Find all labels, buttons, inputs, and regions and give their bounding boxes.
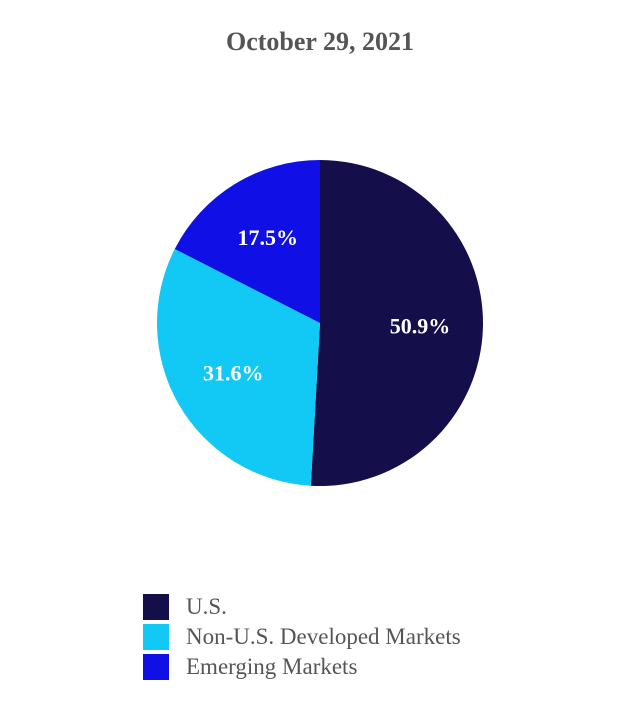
pie-labels: 50.9% 31.6% 17.5%	[203, 225, 450, 385]
legend-label: U.S.	[186, 594, 227, 619]
legend-swatch	[143, 594, 169, 620]
pie-slice-1	[156, 248, 320, 486]
legend: U.S. Non-U.S. Developed Markets Emerging M…	[143, 592, 461, 682]
pie-slice-0	[310, 160, 484, 486]
legend-item: Non-U.S. Developed Markets	[143, 622, 461, 652]
legend-label: Emerging Markets	[186, 654, 358, 679]
pie-slices	[156, 160, 484, 486]
legend-item: U.S.	[143, 592, 461, 622]
legend-swatch	[143, 654, 169, 680]
legend-label: Non-U.S. Developed Markets	[186, 624, 461, 649]
pie-slice-2	[174, 160, 320, 323]
chart-title: October 29, 2021	[226, 27, 414, 56]
legend-item: Emerging Markets	[143, 652, 461, 682]
slice-value-label: 31.6%	[203, 360, 264, 385]
legend-swatch	[143, 624, 169, 650]
slice-value-label: 50.9%	[390, 313, 451, 338]
slice-value-label: 17.5%	[238, 225, 299, 250]
